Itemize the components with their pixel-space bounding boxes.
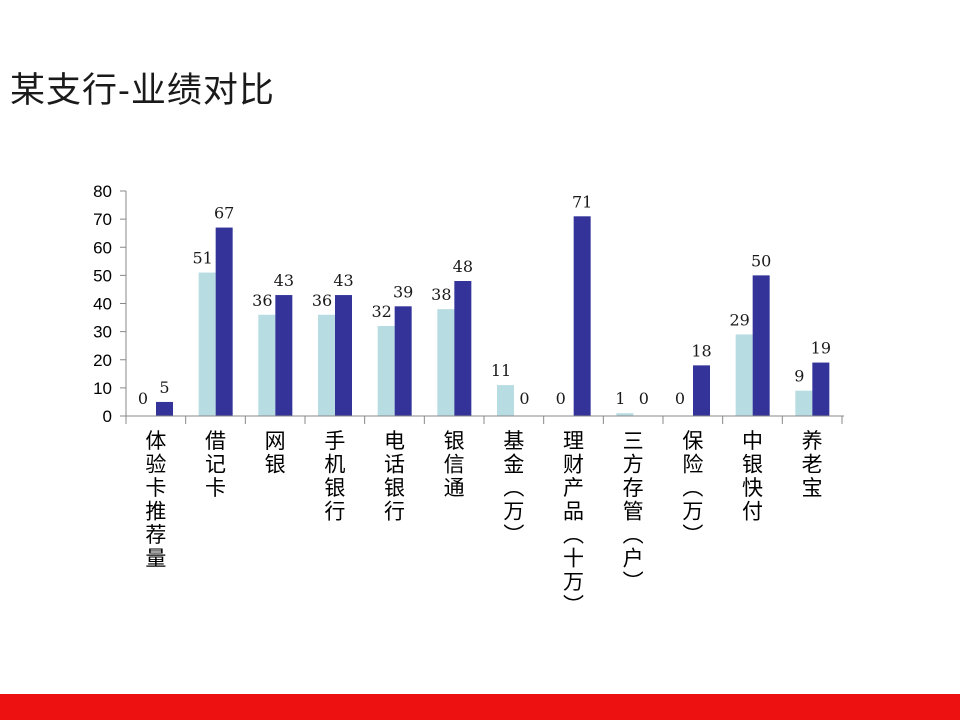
bar-series1 [616,413,634,416]
data-label: 38 [431,285,451,304]
y-tick-label: 20 [93,351,112,370]
data-label: 50 [751,251,771,270]
y-tick-label: 30 [93,323,112,342]
bar-series2 [335,295,352,416]
category-label: 电话银行 [384,429,405,524]
bar-series2 [275,295,293,416]
data-label: 0 [639,389,649,408]
data-label: 11 [491,361,511,380]
y-tick-label: 0 [103,407,112,426]
category-label: 三方存管︵户︶ [623,429,644,594]
data-label: 0 [519,389,529,408]
data-label: 36 [252,291,272,310]
data-label: 9 [794,367,804,386]
bar-series2 [752,275,770,416]
bar-series2 [156,401,173,416]
y-tick-label: 10 [93,379,112,398]
data-label: 43 [274,271,294,290]
category-label: 理财产品︵十万︶ [563,429,584,618]
data-label: 39 [393,282,413,301]
category-label: 网银 [265,429,286,477]
data-label: 51 [192,249,212,268]
bar-series1 [258,314,276,416]
category-label: 手机银行 [324,429,345,524]
bar-series1 [318,314,335,416]
bar-series2 [454,281,472,416]
bar-series2 [693,365,710,416]
data-label: 29 [729,310,749,329]
category-label: 基金︵万︶ [503,429,524,547]
bar-series1 [377,326,395,416]
y-tick-label: 70 [93,210,112,229]
bar-series2 [394,306,412,416]
bar-series2 [215,227,233,416]
data-label: 67 [214,204,234,223]
bar-series1 [497,385,514,416]
category-label: 中银快付 [742,429,763,524]
bar-series1 [437,309,455,416]
slide-title: 某支行-业绩对比 [10,71,275,111]
data-label: 71 [572,192,592,211]
y-tick-label: 50 [93,266,112,285]
y-tick-label: 80 [93,182,112,201]
category-label: 保险︵万︶ [682,429,703,547]
category-label: 银信通 [444,429,465,500]
footer-bar [0,694,960,720]
y-tick-label: 40 [93,295,112,314]
category-label: 借记卡 [205,429,226,500]
bar-series1 [198,272,216,416]
category-label: 体验卡推荐量 [145,429,166,571]
y-tick-label: 60 [93,238,112,257]
data-label: 0 [675,389,685,408]
data-label: 19 [811,339,831,358]
data-label: 0 [138,389,148,408]
data-label: 1 [615,389,625,408]
category-label: 养老宝 [802,429,823,500]
data-label: 18 [691,341,711,360]
bar-series1 [735,334,753,416]
data-label: 43 [333,271,353,290]
data-label: 5 [159,378,169,397]
data-label: 48 [453,257,473,276]
data-label: 0 [556,389,566,408]
bar-series1 [795,390,813,416]
bar-series2 [573,216,591,416]
data-label: 32 [371,302,391,321]
data-label: 36 [312,291,332,310]
bar-series2 [812,362,830,416]
